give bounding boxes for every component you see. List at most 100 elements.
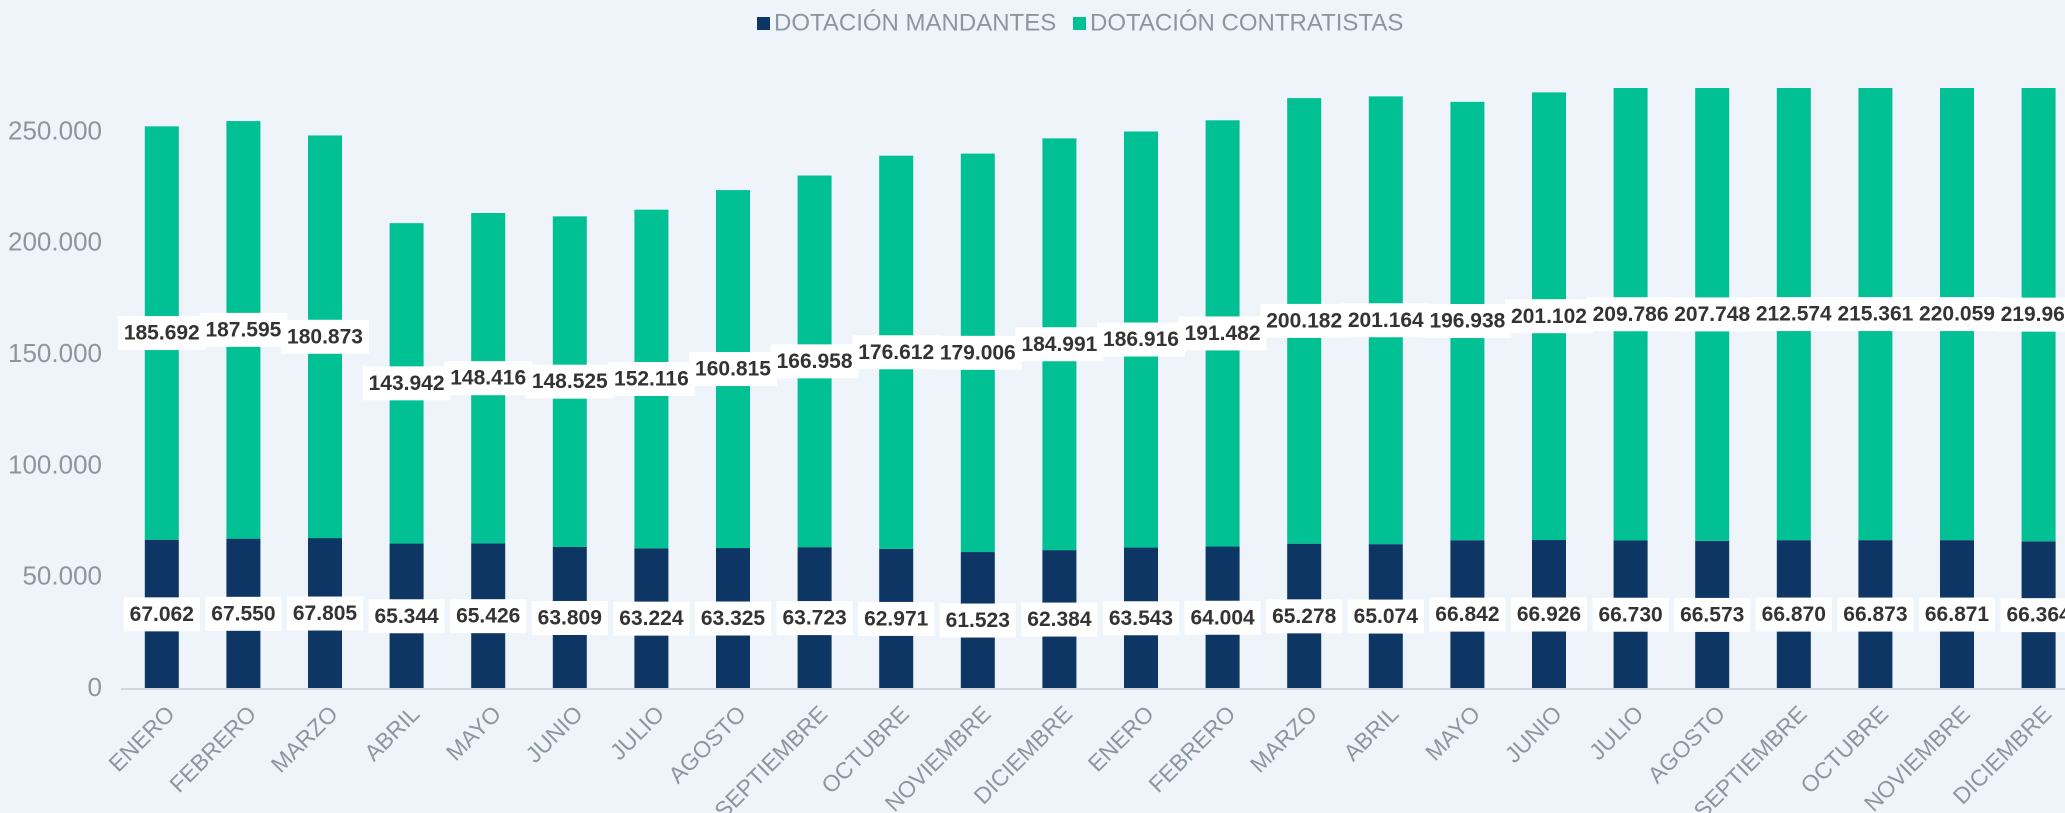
data-label: 207.748 [1674,303,1750,326]
legend-label: DOTACIÓN MANDANTES [774,9,1056,36]
data-label-bg [123,597,200,632]
x-tick-label: JULIO [605,700,669,764]
data-label: 66.573 [1680,603,1744,626]
legend-label: DOTACIÓN CONTRATISTAS [1090,9,1403,36]
data-label-bg [1510,597,1588,632]
data-label: 201.164 [1348,309,1424,332]
data-label-bg [1423,304,1512,339]
data-label: 66.870 [1762,603,1826,626]
data-label-bg [1178,316,1267,351]
data-label: 186.916 [1103,328,1179,351]
data-label: 65.426 [456,605,520,628]
data-label: 187.595 [205,318,281,341]
y-tick-label: 50.000 [22,561,102,591]
data-label: 212.574 [1756,303,1832,326]
data-label: 65.278 [1272,605,1337,628]
x-tick-label: AGOSTO [1642,700,1730,788]
y-tick-label: 100.000 [8,449,102,479]
data-label-bg [199,312,288,347]
x-tick-label: ENERO [1083,700,1159,776]
data-label-bg [1755,597,1832,632]
data-label: 63.723 [782,607,846,630]
data-label: 179.006 [940,341,1016,364]
bar-segment [1940,88,1974,541]
data-label-bg [281,319,369,354]
data-label: 66.842 [1435,603,1499,626]
data-label: 65.344 [374,605,439,628]
data-label-bg [1837,597,1914,632]
data-label: 196.938 [1429,310,1505,333]
data-label: 66.730 [1598,603,1662,626]
data-label: 63.543 [1109,607,1173,630]
data-label-bg [1341,303,1430,338]
x-tick-label: MARZO [1245,700,1322,777]
data-label: 67.805 [293,602,358,625]
data-label: 62.971 [864,607,929,630]
data-label-bg [1021,602,1098,637]
data-label-bg [1184,600,1261,635]
data-label: 66.364 [2006,604,2065,627]
data-label-bg [852,335,941,370]
data-label: 66.873 [1843,603,1907,626]
data-label-bg [1994,297,2065,332]
x-tick-label: AGOSTO [663,700,751,788]
data-label: 160.815 [695,358,771,381]
data-label-bg [689,352,777,387]
data-label: 67.062 [130,603,194,626]
data-label-bg [613,601,690,636]
x-tick-label: FEBRERO [1143,700,1240,797]
data-label: 166.958 [777,350,853,373]
data-label-bg [858,601,935,636]
data-label: 220.059 [1919,303,1995,326]
data-label-bg [1586,297,1675,332]
data-label-bg [1429,597,1506,632]
data-label-bg [1097,322,1185,357]
data-label: 209.786 [1593,303,1669,326]
x-tick-label: JUNIO [1500,700,1567,767]
data-label: 191.482 [1185,322,1261,345]
data-label-bg [1347,599,1424,634]
data-label-bg [1260,303,1349,338]
data-label-bg [1102,601,1180,636]
x-tick-label: ABRIL [1338,700,1404,766]
y-tick-label: 250.000 [8,115,102,145]
data-label-bg [531,600,608,635]
data-label-bg [1266,599,1343,634]
data-label: 200.182 [1266,309,1342,332]
data-label-bg [608,361,695,396]
data-label-bg [1592,597,1669,632]
data-label: 61.523 [946,609,1010,632]
data-label-bg [694,601,772,636]
y-tick-label: 200.000 [8,227,102,257]
data-label: 219.963 [2001,303,2065,326]
data-label-bg [362,366,451,401]
data-label-bg [368,599,445,634]
data-label-bg [450,599,527,634]
x-tick-label: ABRIL [359,700,425,766]
data-label-bg [770,344,859,379]
data-label: 63.224 [619,607,684,630]
data-label: 185.692 [124,322,200,345]
data-label-bg [1668,297,1757,332]
data-label: 66.926 [1517,603,1581,626]
data-label: 67.550 [211,602,275,625]
data-label-bg [1674,597,1751,632]
data-label: 65.074 [1354,605,1419,628]
data-label: 64.004 [1190,606,1255,629]
data-label-bg [525,364,614,399]
data-label-bg [1918,597,1996,632]
data-label-bg [1913,297,2001,332]
data-label-bg [1505,299,1593,334]
data-label-bg [1749,297,1838,332]
x-tick-label: MARZO [266,700,343,777]
data-label: 201.102 [1511,305,1587,328]
data-label-bg [1015,327,1104,362]
legend-swatch [757,17,770,30]
data-label: 152.116 [614,368,689,391]
data-label-bg [205,596,282,631]
data-label: 62.384 [1027,608,1092,631]
data-label-bg [117,316,206,351]
data-label-bg [933,335,1022,370]
x-tick-label: ENERO [103,700,179,776]
